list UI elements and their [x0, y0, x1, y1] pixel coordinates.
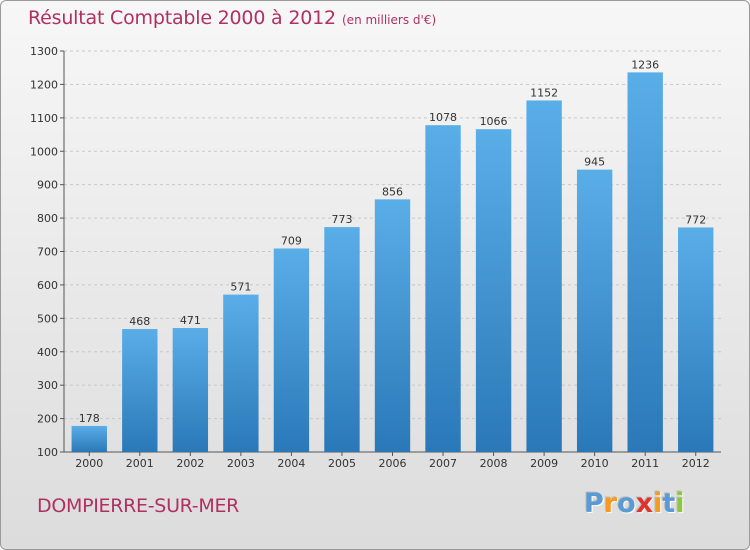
y-tick-label: 500 — [37, 312, 58, 325]
data-label: 773 — [331, 213, 352, 226]
y-tick-label: 900 — [37, 179, 58, 192]
x-tick-label: 2003 — [227, 457, 255, 470]
bar — [71, 425, 107, 452]
logo-letter: t — [662, 488, 676, 519]
bar — [374, 199, 411, 452]
x-tick-label: 2012 — [682, 457, 710, 470]
data-label: 709 — [281, 234, 302, 247]
data-label: 1078 — [429, 111, 457, 124]
logo-letter: r — [603, 488, 618, 519]
bar — [425, 125, 461, 452]
bar — [172, 328, 209, 452]
y-tick-label: 1100 — [30, 112, 58, 125]
x-tick-label: 2007 — [429, 457, 457, 470]
data-label: 468 — [129, 315, 150, 328]
data-label: 1236 — [631, 58, 659, 71]
y-tick-label: 1000 — [30, 145, 58, 158]
chart-title: Résultat Comptable 2000 à 2012 — [28, 7, 336, 29]
x-tick-label: 2011 — [631, 457, 659, 470]
x-tick-label: 2009 — [530, 457, 558, 470]
bar — [122, 329, 158, 452]
logo-letter: i — [675, 488, 685, 519]
bar — [223, 294, 259, 452]
proxiti-logo: Proxiti — [584, 488, 685, 519]
x-tick-label: 2004 — [277, 457, 305, 470]
logo-letter: o — [617, 488, 636, 519]
bar — [678, 227, 714, 452]
x-tick-label: 2008 — [480, 457, 508, 470]
y-tick-label: 600 — [37, 279, 58, 292]
data-label: 856 — [382, 185, 403, 198]
labels: 178 468 471 571 709 773 856 1078 1066 1152 945 1236… — [79, 58, 706, 425]
y-tick-label: 300 — [37, 379, 58, 392]
data-label: 1066 — [480, 115, 508, 128]
town-name: DOMPIERRE-SUR-MER — [37, 495, 240, 517]
bars — [71, 72, 714, 453]
y-tick-label: 700 — [37, 246, 58, 259]
logo-letter: x — [635, 488, 654, 519]
data-label: 178 — [79, 412, 100, 425]
bar — [324, 227, 360, 452]
data-label: 945 — [584, 156, 605, 169]
x-tick-label: 2001 — [126, 457, 154, 470]
bar — [526, 100, 562, 452]
x-tick-label: 2010 — [581, 457, 609, 470]
y-tick-label: 100 — [37, 446, 58, 459]
data-label: 1152 — [530, 86, 558, 99]
bar — [627, 72, 663, 453]
bar — [576, 169, 613, 453]
bar — [475, 129, 512, 452]
y-tick-label: 400 — [37, 346, 58, 359]
x-tick-label: 2006 — [379, 457, 407, 470]
y-tick-label: 200 — [37, 413, 58, 426]
logo-letter: i — [653, 488, 663, 519]
bar — [273, 248, 310, 452]
chart-subtitle: (en milliers d'€) — [342, 13, 437, 27]
data-label: 571 — [230, 281, 251, 294]
logo-letter: P — [584, 488, 604, 519]
x-tick-label: 2005 — [328, 457, 356, 470]
y-tick-label: 1200 — [30, 78, 58, 91]
y-tick-label: 800 — [37, 212, 58, 225]
x-tick-label: 2000 — [75, 457, 103, 470]
data-label: 471 — [180, 314, 201, 327]
data-label: 772 — [685, 213, 706, 226]
y-tick-label: 1300 — [30, 45, 58, 58]
axes: 100 200 300 400 500 600 700 800 900 1000 1100 1200 1… — [30, 45, 721, 470]
x-tick-label: 2002 — [176, 457, 204, 470]
